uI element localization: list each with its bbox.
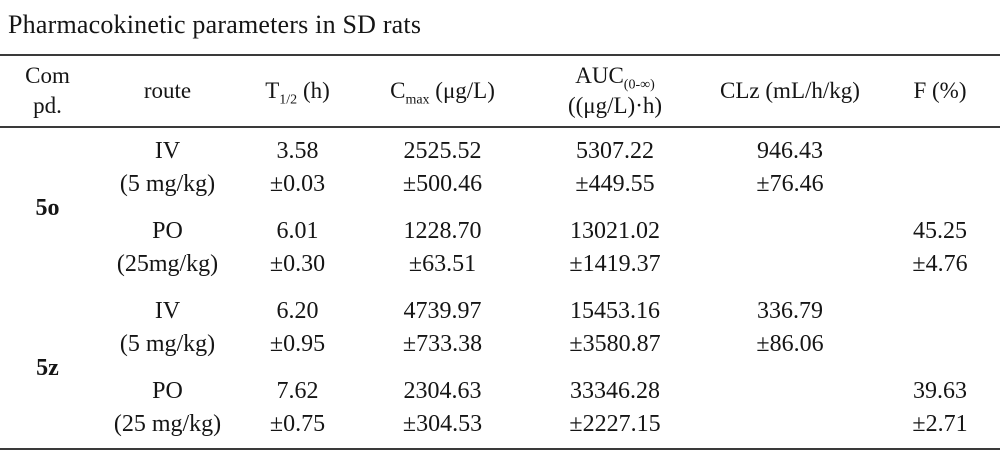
header-cmax: Cmax (μg/L) [390, 78, 495, 108]
sd-line: ±2.71 [912, 411, 968, 437]
clz-cell: 946.43 ±76.46 [700, 127, 880, 208]
dose-line: (25 mg/kg) [113, 411, 222, 437]
value-line: 39.63 [913, 378, 967, 404]
auc-cell: 13021.02 ±1419.37 [530, 208, 700, 288]
value-line: 4739.97 [403, 298, 482, 324]
f-cell [880, 288, 1000, 368]
clz-cell: 336.79 ±86.06 [700, 288, 880, 368]
value-line: IV [154, 298, 181, 324]
header-compd-line2: pd. [33, 93, 62, 118]
data-row-5o-po: PO (25mg/kg) 6.01 ±0.30 1228.70 ±63.51 1… [0, 208, 1000, 288]
value-line: 6.01 [276, 218, 319, 244]
value-line: 7.62 [276, 378, 319, 404]
f-cell: 45.25 ±4.76 [880, 208, 1000, 288]
pharmacokinetic-table: Com pd. route T1/2 (h) Cmax (μg/L) AUC(0… [0, 54, 1000, 450]
dose-line: (5 mg/kg) [119, 331, 216, 357]
thalf-cell: 6.01 ±0.30 [240, 208, 355, 288]
value-line: 2525.52 [403, 138, 482, 164]
compound-cell: 5o [35, 194, 60, 221]
route-cell: PO (25 mg/kg) [95, 368, 240, 449]
sd-line: ±0.30 [269, 251, 326, 277]
auc-cell: 33346.28 ±2227.15 [530, 368, 700, 449]
clz-cell [700, 208, 880, 288]
header-clz: CLz (mL/h/kg) [720, 78, 860, 103]
header-compd-line1: Com [25, 63, 70, 88]
sd-line: ±3580.87 [569, 331, 661, 357]
value-line: 6.20 [276, 298, 319, 324]
sd-line: ±449.55 [575, 171, 655, 197]
header-auc-line1: AUC(0-∞) [575, 63, 655, 93]
header-f: F (%) [913, 78, 967, 103]
table-title: Pharmacokinetic parameters in SD rats [8, 10, 422, 39]
cmax-cell: 1228.70 ±63.51 [355, 208, 530, 288]
data-row-5z-iv: 5z IV (5 mg/kg) 6.20 ±0.95 4739.97 ±733.… [0, 288, 1000, 381]
value-line: 45.25 [913, 218, 967, 244]
value-line: 3.58 [276, 138, 319, 164]
cmax-cell: 2304.63 ±304.53 [355, 368, 530, 449]
auc-cell: 5307.22 ±449.55 [530, 127, 700, 208]
value-line: 15453.16 [570, 298, 660, 324]
f-cell [880, 127, 1000, 208]
cmax-cell: 4739.97 ±733.38 [355, 288, 530, 368]
auc-cell: 15453.16 ±3580.87 [530, 288, 700, 368]
sd-line: ±733.38 [402, 331, 483, 357]
compound-cell: 5z [36, 354, 59, 381]
data-row-5z-po: PO (25 mg/kg) 7.62 ±0.75 2304.63 ±304.53… [0, 368, 1000, 449]
paper-table-figure: Pharmacokinetic parameters in SD rats Co… [0, 10, 1000, 450]
data-row-5o-iv: 5o IV (5 mg/kg) 3.58 ±0.03 2525.52 ±500.… [0, 127, 1000, 221]
sd-line: ±2227.15 [569, 411, 661, 437]
header-thalf: T1/2 (h) [265, 78, 330, 108]
value-line: 13021.02 [570, 218, 660, 244]
sd-line: ±76.46 [756, 171, 824, 197]
thalf-cell: 3.58 ±0.03 [240, 127, 355, 208]
thalf-cell: 6.20 ±0.95 [240, 288, 355, 368]
sd-line: ±63.51 [408, 251, 477, 277]
f-cell: 39.63 ±2.71 [880, 368, 1000, 449]
clz-cell [700, 368, 880, 449]
route-cell: IV (5 mg/kg) [95, 288, 240, 368]
header-row: Com pd. route T1/2 (h) Cmax (μg/L) AUC(0… [0, 55, 1000, 127]
header-route: route [143, 78, 192, 103]
header-auc: AUC(0-∞) ((μg/L)·h) [530, 55, 700, 127]
value-line: PO [152, 378, 183, 404]
thalf-subscript: 1/2 [279, 92, 298, 108]
value-line: 5307.22 [576, 138, 654, 164]
value-line: PO [152, 218, 183, 244]
value-line: 33346.28 [570, 378, 660, 404]
sd-line: ±0.95 [269, 331, 326, 357]
value-line: 1228.70 [403, 218, 482, 244]
sd-line: ±0.75 [269, 411, 326, 437]
dose-line: (5 mg/kg) [119, 171, 216, 197]
value-line: 946.43 [757, 138, 823, 164]
sd-line: ±500.46 [402, 171, 483, 197]
value-line: 2304.63 [403, 378, 482, 404]
route-cell: PO (25mg/kg) [95, 208, 240, 288]
cmax-subscript: max [405, 92, 430, 108]
route-cell: IV (5 mg/kg) [95, 127, 240, 208]
thalf-cell: 7.62 ±0.75 [240, 368, 355, 449]
sd-line: ±304.53 [402, 411, 483, 437]
sd-line: ±1419.37 [569, 251, 661, 277]
value-line: 336.79 [757, 298, 823, 324]
sd-line: ±86.06 [756, 331, 824, 357]
dose-line: (25mg/kg) [116, 251, 219, 277]
header-compd: Com pd. [0, 55, 95, 127]
cmax-cell: 2525.52 ±500.46 [355, 127, 530, 208]
auc-subscript: (0-∞) [623, 77, 655, 93]
value-line: IV [154, 138, 181, 164]
header-auc-line2: ((μg/L)·h) [567, 93, 663, 118]
sd-line: ±4.76 [912, 251, 968, 277]
sd-line: ±0.03 [269, 171, 326, 197]
